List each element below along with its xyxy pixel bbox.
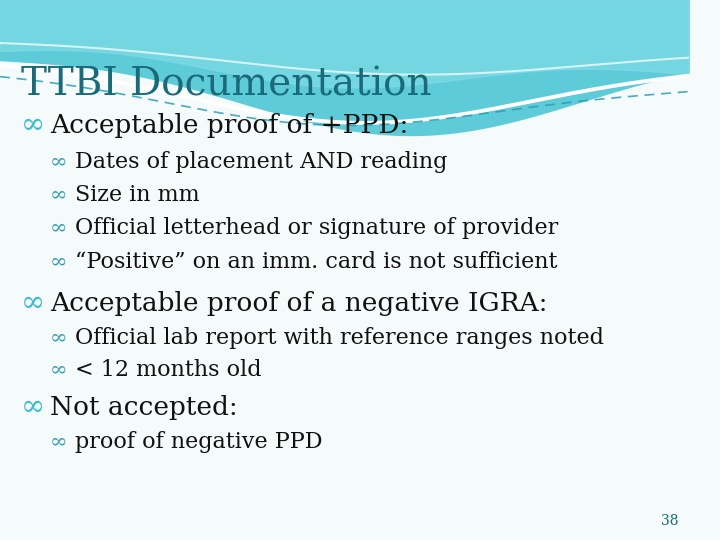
- Text: Size in mm: Size in mm: [75, 184, 199, 206]
- Text: proof of negative PPD: proof of negative PPD: [75, 431, 322, 453]
- Text: ∞: ∞: [50, 152, 68, 172]
- Text: Not accepted:: Not accepted:: [50, 395, 238, 420]
- Text: 38: 38: [661, 514, 678, 528]
- Text: ∞: ∞: [50, 186, 68, 205]
- Text: TTBI Documentation: TTBI Documentation: [21, 66, 432, 104]
- Text: Acceptable proof of a negative IGRA:: Acceptable proof of a negative IGRA:: [50, 291, 547, 315]
- Text: “Positive” on an imm. card is not sufficient: “Positive” on an imm. card is not suffic…: [75, 251, 557, 273]
- Text: ∞: ∞: [21, 393, 45, 421]
- Text: ∞: ∞: [50, 219, 68, 238]
- Text: Official letterhead or signature of provider: Official letterhead or signature of prov…: [75, 217, 558, 239]
- Text: ∞: ∞: [50, 361, 68, 380]
- Text: ∞: ∞: [21, 111, 45, 139]
- Text: ∞: ∞: [50, 328, 68, 348]
- Text: < 12 months old: < 12 months old: [75, 359, 261, 381]
- Text: Acceptable proof of +PPD:: Acceptable proof of +PPD:: [50, 112, 408, 138]
- Text: Official lab report with reference ranges noted: Official lab report with reference range…: [75, 327, 603, 349]
- Text: ∞: ∞: [21, 289, 45, 317]
- Text: ∞: ∞: [50, 433, 68, 451]
- Text: Dates of placement AND reading: Dates of placement AND reading: [75, 151, 447, 173]
- Text: ∞: ∞: [50, 253, 68, 272]
